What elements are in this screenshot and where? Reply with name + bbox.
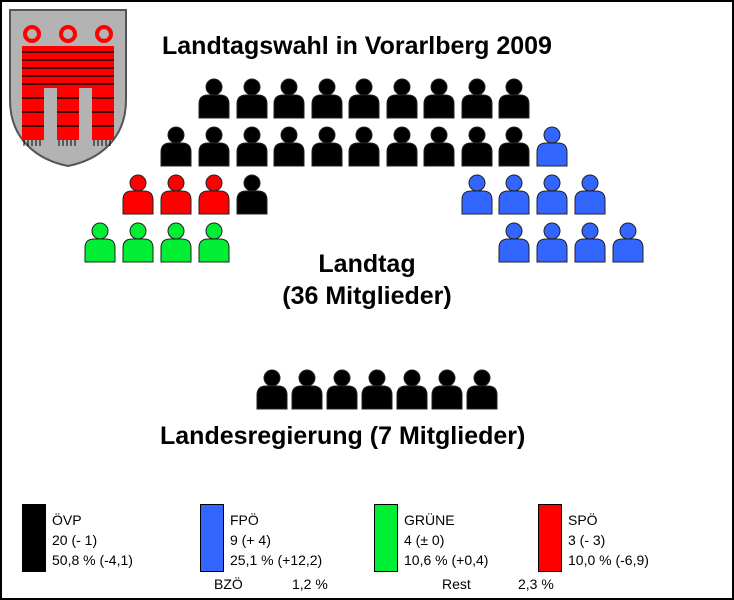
government-seat-oevp (396, 369, 428, 410)
seat-oevp (273, 78, 305, 119)
vorarlberg-coat-of-arms-icon (9, 9, 127, 168)
seat-oevp (198, 78, 230, 119)
seat-spoe (122, 174, 154, 215)
legend-swatch (538, 504, 562, 572)
seat-fpoe (536, 222, 568, 263)
government-seat-oevp (256, 369, 288, 410)
landtag-members: (36 Mitglieder) (282, 282, 452, 310)
other-party-name: Rest (442, 576, 471, 592)
landtag-name: Landtag (318, 250, 416, 278)
other-party-rest: Rest (442, 576, 471, 592)
legend-percent: 10,6 % (+0,4) (404, 552, 489, 568)
legend-party-name: FPÖ (230, 512, 259, 528)
seat-oevp (386, 126, 418, 167)
seat-fpoe (498, 222, 530, 263)
legend-seats: 3 (- 3) (568, 532, 606, 548)
seat-oevp (498, 126, 530, 167)
seat-oevp (461, 78, 493, 119)
seat-oevp (273, 126, 305, 167)
legend-party-name: GRÜNE (404, 512, 455, 528)
legend-swatch (374, 504, 398, 572)
other-party-bzoe-value: 1,2 % (292, 576, 328, 592)
seat-fpoe (536, 126, 568, 167)
seat-fpoe (498, 174, 530, 215)
other-party-name: BZÖ (214, 576, 243, 592)
landtag-label: Landtag (36 Mitglieder) (252, 248, 482, 312)
other-party-rest-value: 2,3 % (518, 576, 554, 592)
legend-percent: 25,1 % (+12,2) (230, 552, 323, 568)
landesregierung-label: Landesregierung (7 Mitglieder) (160, 422, 526, 450)
legend-swatch (22, 504, 46, 572)
legend-party-name: SPÖ (568, 512, 598, 528)
seat-gruene (84, 222, 116, 263)
seat-fpoe (574, 222, 606, 263)
legend-seats: 4 (± 0) (404, 532, 445, 548)
seat-gruene (198, 222, 230, 263)
seat-spoe (160, 174, 192, 215)
government-seat-oevp (326, 369, 358, 410)
seat-gruene (160, 222, 192, 263)
legend-party-name: ÖVP (52, 512, 82, 528)
seat-oevp (236, 174, 268, 215)
seat-oevp (198, 126, 230, 167)
seat-fpoe (461, 174, 493, 215)
seat-oevp (423, 126, 455, 167)
landtag-seat-diagram (84, 78, 644, 263)
seat-oevp (311, 78, 343, 119)
seat-oevp (348, 78, 380, 119)
seat-fpoe (574, 174, 606, 215)
seat-oevp (423, 78, 455, 119)
legend-swatch (200, 504, 224, 572)
seat-fpoe (612, 222, 644, 263)
seat-oevp (236, 78, 268, 119)
chart-title: Landtagswahl in Vorarlberg 2009 (162, 32, 552, 60)
legend-percent: 10,0 % (-6,9) (568, 552, 649, 568)
seat-fpoe (536, 174, 568, 215)
legend-seats: 20 (- 1) (52, 532, 98, 548)
other-party-bzoe: BZÖ (214, 576, 243, 592)
seat-oevp (160, 126, 192, 167)
landesregierung-seat-diagram (256, 369, 498, 410)
seat-oevp (461, 126, 493, 167)
seat-oevp (236, 126, 268, 167)
seat-oevp (311, 126, 343, 167)
legend-seats: 9 (+ 4) (230, 532, 271, 548)
seat-spoe (198, 174, 230, 215)
government-seat-oevp (291, 369, 323, 410)
government-seat-oevp (466, 369, 498, 410)
seat-oevp (386, 78, 418, 119)
seat-oevp (498, 78, 530, 119)
government-seat-oevp (361, 369, 393, 410)
seat-oevp (348, 126, 380, 167)
seat-gruene (122, 222, 154, 263)
legend-percent: 50,8 % (-4,1) (52, 552, 133, 568)
government-seat-oevp (431, 369, 463, 410)
